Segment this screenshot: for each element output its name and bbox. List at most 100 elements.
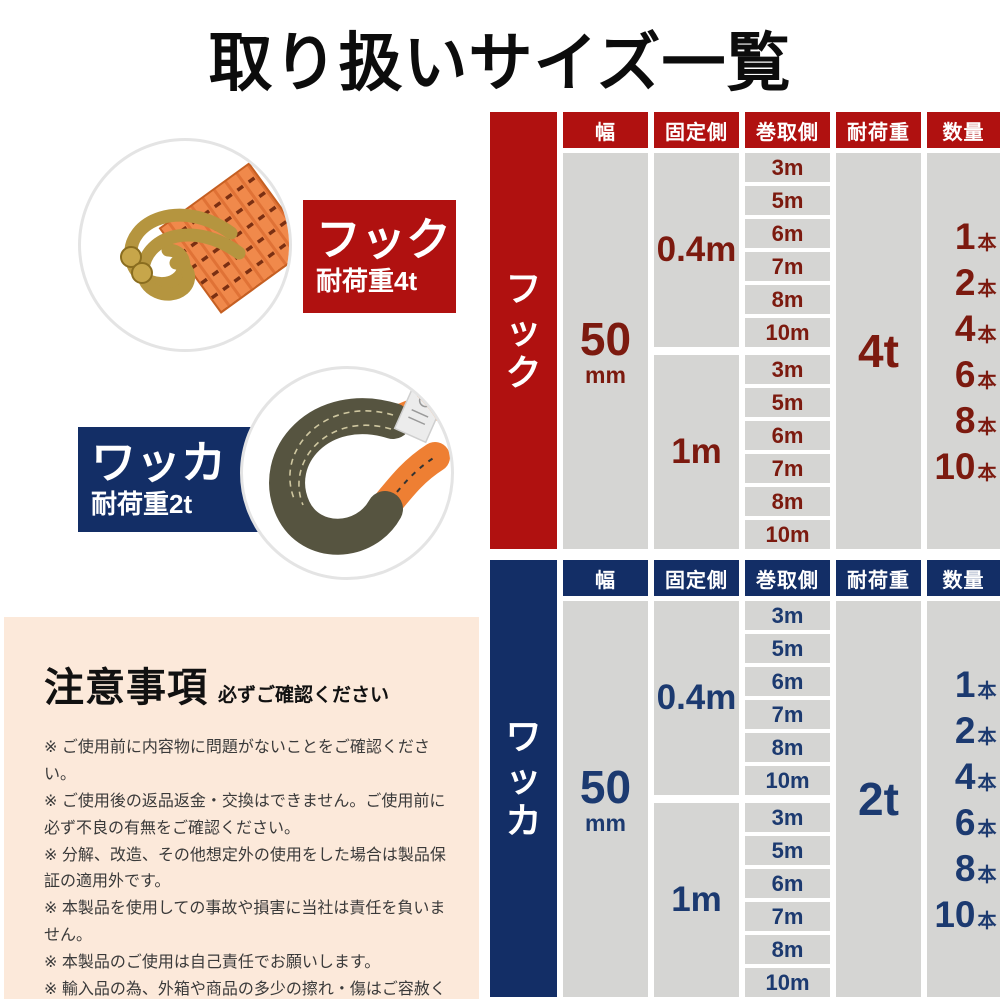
winding-length-cell: 5m bbox=[745, 388, 830, 417]
winding-length-cell: 6m bbox=[745, 421, 830, 450]
notes-list: ※ ご使用前に内容物に問題がないことをご確認ください。 ※ ご使用後の返品返金・交… bbox=[44, 735, 453, 999]
wakka-illustration bbox=[269, 379, 450, 555]
quantity-cell: 1 本 2 本 4 本 6 本 8 本 10 本 bbox=[927, 601, 1000, 997]
notes-panel: 注意事項 必ずご確認ください ※ ご使用前に内容物に問題がないことをご確認くださ… bbox=[4, 617, 479, 999]
winding-length-cell: 3m bbox=[745, 601, 830, 630]
load-capacity-cell: 2t bbox=[836, 601, 921, 997]
wakka-product-photo bbox=[240, 366, 454, 580]
section-label-char: ッ bbox=[505, 757, 542, 799]
notes-heading: 注意事項 bbox=[44, 666, 208, 710]
loop-strap-sleeve bbox=[269, 398, 411, 555]
column-header-width: 幅 bbox=[563, 560, 648, 596]
table-section-band: ワッカ bbox=[490, 560, 557, 997]
note-item: ※ 分解、改造、その他想定外の使用をした場合は製品保証の適用外です。 bbox=[44, 846, 446, 891]
width-unit: mm bbox=[585, 361, 626, 388]
fixed-side-cell: 1m bbox=[654, 803, 739, 997]
column-winding-side: 巻取側 3m 5m 6m 7m 8m 10m 3m 5m 6m 7m 8m 10m bbox=[745, 112, 830, 549]
note-item: ※ 本製品のご使用は自己責任でお願いします。 bbox=[44, 954, 381, 971]
column-width: 幅 50 mm bbox=[563, 112, 648, 549]
fixed-side-cell: 0.4m bbox=[654, 153, 739, 347]
hook-illustration bbox=[120, 162, 289, 314]
winding-length-cell: 5m bbox=[745, 836, 830, 865]
quantity-cell: 1 本 2 本 4 本 6 本 8 本 10 本 bbox=[927, 153, 1000, 549]
winding-length-cell: 6m bbox=[745, 667, 830, 696]
column-winding-side: 巻取側 3m 5m 6m 7m 8m 10m 3m 5m 6m 7m 8m 10m bbox=[745, 560, 830, 997]
column-header-quantity: 数量 bbox=[927, 560, 1000, 596]
column-header-width: 幅 bbox=[563, 112, 648, 148]
winding-length-cell: 10m bbox=[745, 520, 830, 549]
winding-length-cell: 8m bbox=[745, 487, 830, 516]
column-load-capacity: 耐荷重 4t bbox=[836, 112, 921, 549]
winding-length-cell: 8m bbox=[745, 285, 830, 314]
winding-length-cell: 8m bbox=[745, 935, 830, 964]
column-header-fixed-side: 固定側 bbox=[654, 112, 739, 148]
hook-rolled-tips bbox=[120, 246, 153, 284]
column-header-load-capacity: 耐荷重 bbox=[836, 112, 921, 148]
winding-length-cell: 5m bbox=[745, 634, 830, 663]
page-title: 取り扱いサイズ一覧 bbox=[208, 27, 792, 99]
width-value: 50 bbox=[579, 312, 632, 365]
winding-length-cell: 8m bbox=[745, 733, 830, 762]
column-width: 幅 50 mm bbox=[563, 560, 648, 997]
fixed-side-cell: 0.4m bbox=[654, 601, 739, 795]
winding-length-cell: 10m bbox=[745, 766, 830, 795]
column-header-load-capacity: 耐荷重 bbox=[836, 560, 921, 596]
notes-subheading: 必ずご確認ください bbox=[218, 685, 390, 706]
wakka-label-title: ワッカ bbox=[91, 437, 227, 489]
winding-length-cell: 6m bbox=[745, 219, 830, 248]
hook-label: フック 耐荷重4t bbox=[303, 200, 456, 313]
width-value: 50 bbox=[579, 760, 632, 813]
size-table-wakka: ワッカ 幅 50 mm 固定側 0.4m 1m 巻取側 3m 5m 6m 7m 8m 10… bbox=[490, 560, 1000, 997]
note-item: ※ ご使用後の返品返金・交換はできません。ご使用前に必ず不良の有無をご確認くださ… bbox=[44, 792, 446, 837]
column-header-winding-side: 巻取側 bbox=[745, 112, 830, 148]
winding-length-cell: 10m bbox=[745, 318, 830, 347]
winding-length-cell: 3m bbox=[745, 355, 830, 384]
size-table-hook: フック 幅 50 mm 固定側 0.4m 1m 巻取側 3m 5m 6m 7m 8m 10… bbox=[490, 112, 1000, 549]
fixed-side-cell: 1m bbox=[654, 355, 739, 549]
column-load-capacity: 耐荷重 2t bbox=[836, 560, 921, 997]
note-item: ※ 輸入品の為、外箱や商品の多少の擦れ・傷はご容赦ください。 bbox=[44, 980, 446, 998]
column-header-quantity: 数量 bbox=[927, 112, 1000, 148]
width-cell: 50 mm bbox=[563, 601, 648, 997]
hook-product-photo bbox=[78, 138, 292, 352]
column-quantity: 数量 1 本 2 本 4 本 6 本 8 本 10 本 bbox=[927, 560, 1000, 997]
table-section-band: フック bbox=[490, 112, 557, 549]
hook-label-capacity: 耐荷重4t bbox=[316, 265, 418, 296]
column-fixed-side: 固定側 0.4m 1m bbox=[654, 112, 739, 549]
winding-length-cell: 7m bbox=[745, 902, 830, 931]
note-item: ※ 本製品を使用しての事故や損害に当社は責任を負いません。 bbox=[44, 900, 446, 945]
winding-length-cell: 7m bbox=[745, 252, 830, 281]
winding-length-cell: 10m bbox=[745, 968, 830, 997]
column-fixed-side: 固定側 0.4m 1m bbox=[654, 560, 739, 997]
quantity-value: 10 本 bbox=[934, 893, 997, 935]
section-label-char: ワ bbox=[505, 715, 542, 757]
width-unit: mm bbox=[585, 809, 626, 836]
winding-length-cell: 3m bbox=[745, 153, 830, 182]
column-quantity: 数量 1 本 2 本 4 本 6 本 8 本 10 本 bbox=[927, 112, 1000, 549]
section-label-char: カ bbox=[505, 799, 542, 841]
notes-header: 注意事項 必ずご確認ください bbox=[44, 655, 453, 713]
section-label-char: ッ bbox=[505, 309, 542, 351]
section-label-char: フ bbox=[505, 267, 542, 309]
winding-length-cell: 7m bbox=[745, 454, 830, 483]
hook-label-title: フック bbox=[316, 214, 452, 266]
column-header-fixed-side: 固定側 bbox=[654, 560, 739, 596]
winding-length-cell: 7m bbox=[745, 700, 830, 729]
wakka-label: ワッカ 耐荷重2t bbox=[78, 427, 268, 532]
winding-length-cell: 3m bbox=[745, 803, 830, 832]
winding-length-cell: 5m bbox=[745, 186, 830, 215]
note-item: ※ ご使用前に内容物に問題がないことをご確認ください。 bbox=[44, 739, 430, 783]
winding-length-cell: 6m bbox=[745, 869, 830, 898]
quantity-value: 10 本 bbox=[934, 445, 997, 487]
column-header-winding-side: 巻取側 bbox=[745, 560, 830, 596]
